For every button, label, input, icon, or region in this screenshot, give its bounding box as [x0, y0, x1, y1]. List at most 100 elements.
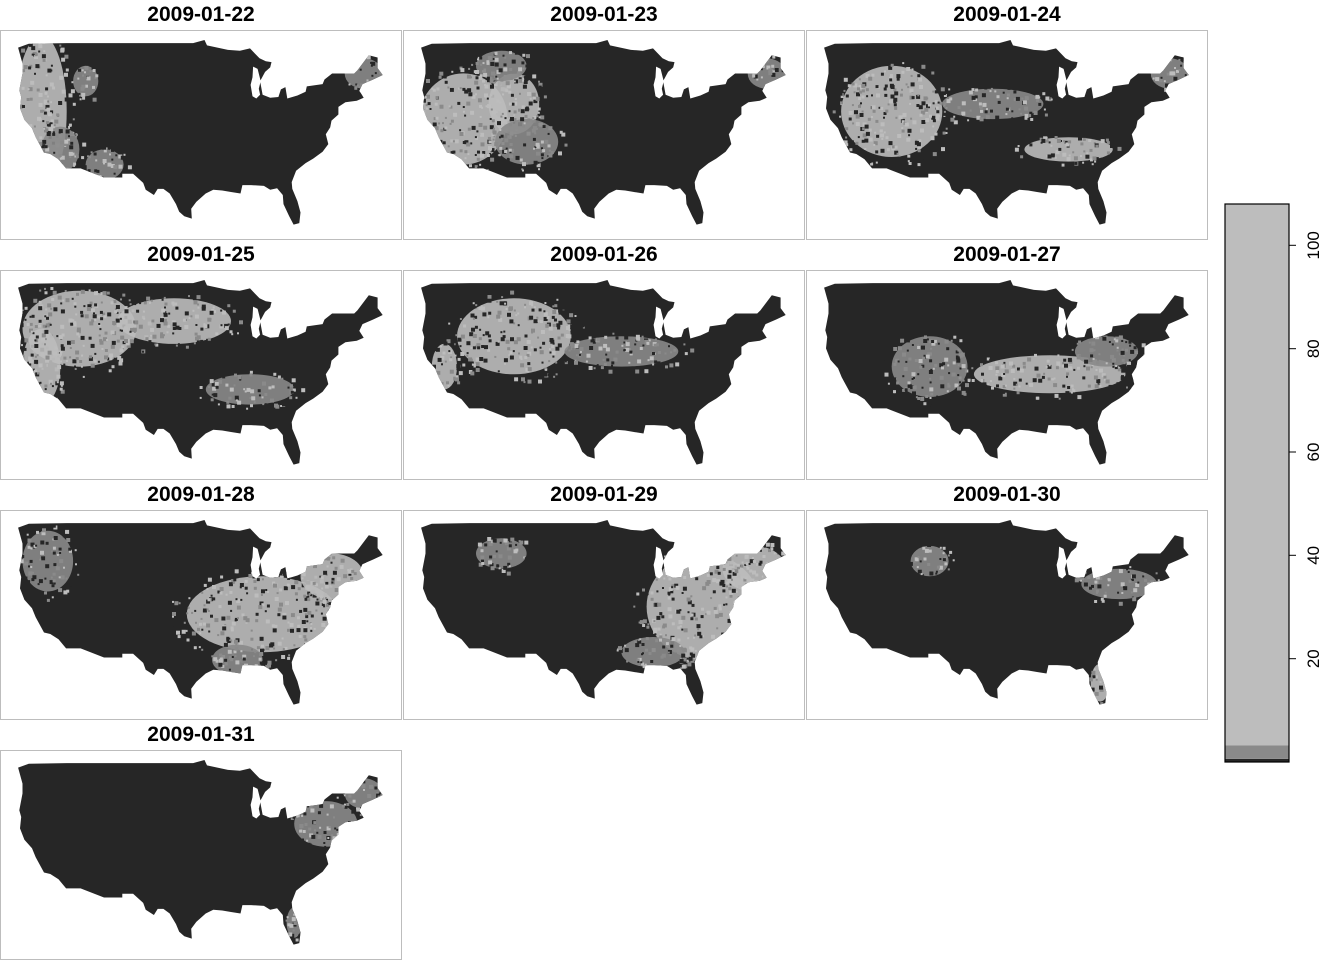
pixel-speckle — [1095, 369, 1098, 371]
pixel-speckle — [332, 570, 337, 575]
map-frame — [403, 510, 805, 720]
pixel-speckle — [468, 92, 473, 97]
pixel-speckle — [49, 402, 51, 405]
pixel-speckle — [529, 315, 534, 320]
pixel-speckle — [429, 372, 434, 377]
pixel-speckle — [429, 77, 432, 79]
pixel-speckle — [896, 152, 899, 155]
pixel-speckle — [411, 106, 415, 110]
pixel-speckle — [290, 817, 294, 820]
pixel-speckle — [204, 340, 209, 345]
pixel-speckle — [312, 593, 317, 598]
pixel-speckle — [990, 87, 993, 90]
pixel-speckle — [447, 160, 452, 165]
pixel-speckle — [1175, 84, 1178, 88]
pixel-speckle — [33, 544, 37, 548]
pixel-speckle — [524, 334, 528, 338]
legend-tick-label: 20 — [1304, 649, 1323, 668]
pixel-speckle — [494, 62, 499, 67]
pixel-speckle — [430, 377, 435, 382]
pixel-speckle — [929, 381, 932, 384]
pixel-speckle — [519, 92, 521, 95]
pixel-speckle — [677, 557, 681, 561]
pixel-speckle — [722, 589, 726, 593]
pixel-speckle — [491, 71, 495, 76]
pixel-speckle — [362, 585, 366, 588]
pixel-speckle — [240, 598, 243, 601]
pixel-speckle — [528, 101, 533, 106]
pixel-speckle — [172, 327, 176, 330]
pixel-speckle — [644, 663, 647, 666]
pixel-speckle — [749, 613, 753, 617]
pixel-speckle — [33, 377, 37, 381]
pixel-speckle — [730, 625, 734, 629]
pixel-speckle — [124, 306, 128, 310]
pixel-speckle — [645, 665, 648, 668]
pixel-speckle — [1166, 72, 1170, 76]
pixel-speckle — [1028, 89, 1032, 93]
pixel-speckle — [146, 296, 151, 301]
pixel-speckle — [642, 624, 646, 627]
pixel-speckle — [429, 160, 434, 165]
pixel-speckle — [310, 627, 312, 629]
pixel-speckle — [917, 144, 922, 149]
pixel-speckle — [735, 632, 738, 635]
pixel-speckle — [258, 649, 261, 652]
pixel-speckle — [352, 600, 357, 605]
pixel-speckle — [494, 52, 498, 55]
pixel-speckle — [75, 287, 79, 291]
pixel-speckle — [1130, 349, 1135, 354]
pixel-speckle — [424, 96, 427, 99]
pixel-speckle — [840, 89, 845, 94]
pixel-speckle — [488, 339, 492, 343]
pixel-speckle — [432, 364, 436, 369]
pixel-speckle — [196, 295, 201, 300]
pixel-speckle — [1054, 156, 1057, 159]
pixel-speckle — [47, 171, 50, 174]
pixel-speckle — [499, 136, 501, 139]
pixel-speckle — [910, 117, 913, 120]
value-region — [1081, 568, 1158, 600]
pixel-speckle — [199, 632, 202, 635]
pixel-speckle — [268, 386, 272, 390]
pixel-speckle — [68, 547, 72, 551]
pixel-speckle — [94, 169, 98, 173]
pixel-speckle — [1158, 576, 1163, 580]
pixel-speckle — [515, 383, 520, 388]
pixel-speckle — [73, 164, 76, 167]
pixel-speckle — [220, 324, 223, 327]
pixel-speckle — [105, 147, 108, 150]
pixel-speckle — [918, 105, 923, 110]
pixel-speckle — [361, 809, 365, 813]
pixel-speckle — [53, 166, 56, 169]
pixel-speckle — [697, 667, 701, 671]
pixel-speckle — [336, 833, 340, 837]
pixel-speckle — [331, 603, 335, 607]
pixel-speckle — [548, 360, 551, 363]
pixel-speckle — [364, 82, 368, 86]
pixel-speckle — [291, 378, 296, 383]
pixel-speckle — [967, 347, 970, 350]
pixel-speckle — [930, 347, 933, 350]
pixel-speckle — [233, 639, 238, 644]
pixel-speckle — [678, 569, 681, 573]
pixel-speckle — [78, 335, 81, 338]
pixel-speckle — [208, 630, 211, 633]
pixel-speckle — [547, 132, 550, 135]
pixel-speckle — [1162, 586, 1164, 589]
pixel-speckle — [1093, 698, 1096, 701]
pixel-speckle — [729, 590, 734, 595]
pixel-speckle — [550, 151, 554, 155]
pixel-speckle — [865, 73, 870, 78]
pixel-speckle — [561, 132, 566, 137]
pixel-speckle — [261, 644, 264, 648]
pixel-speckle — [486, 60, 490, 64]
pixel-speckle — [228, 396, 232, 400]
pixel-speckle — [314, 583, 318, 587]
pixel-speckle — [11, 104, 15, 108]
pixel-speckle — [566, 326, 571, 330]
pixel-speckle — [477, 542, 482, 547]
pixel-speckle — [62, 168, 67, 173]
pixel-speckle — [267, 652, 272, 657]
pixel-speckle — [509, 143, 513, 146]
